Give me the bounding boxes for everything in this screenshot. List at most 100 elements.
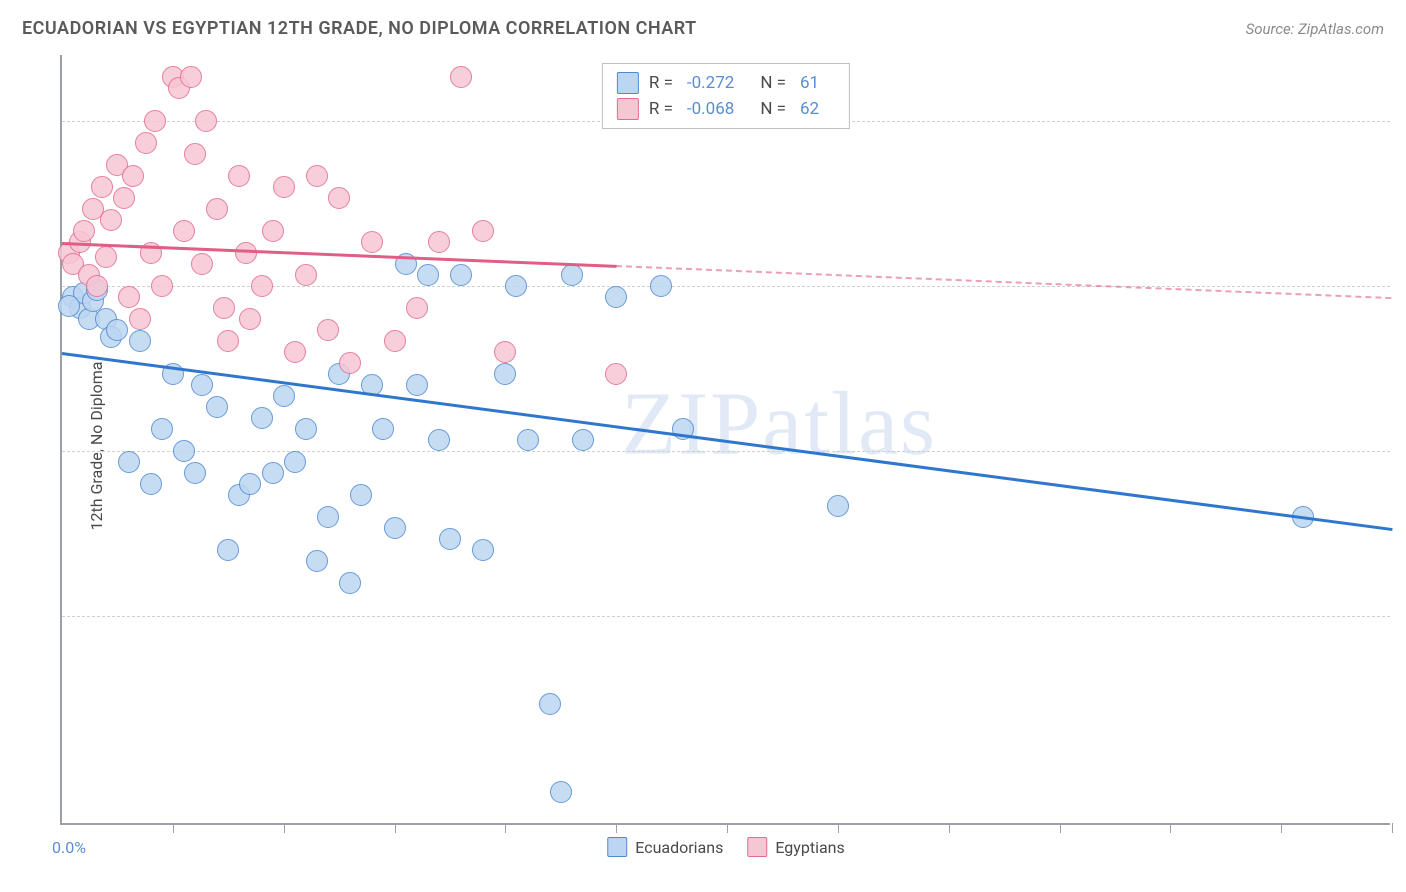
data-point xyxy=(539,693,561,715)
stat-r-label: R = xyxy=(649,96,673,122)
data-point xyxy=(217,330,239,352)
data-point xyxy=(306,550,328,572)
data-point xyxy=(173,220,195,242)
data-point xyxy=(572,429,594,451)
series-legend-item: Ecuadorians xyxy=(607,837,723,857)
data-point xyxy=(235,242,257,264)
chart-title: ECUADORIAN VS EGYPTIAN 12TH GRADE, NO DI… xyxy=(22,18,697,39)
data-point xyxy=(494,363,516,385)
data-point xyxy=(384,517,406,539)
data-point xyxy=(306,165,328,187)
x-min-label: 0.0% xyxy=(52,838,86,857)
stats-legend: R = -0.272 N = 61R = -0.068N = 62 xyxy=(602,63,850,129)
data-point xyxy=(406,297,428,319)
data-point xyxy=(295,264,317,286)
gridline xyxy=(62,616,1390,617)
data-point xyxy=(106,319,128,341)
x-tick xyxy=(838,823,839,833)
data-point xyxy=(827,495,849,517)
data-point xyxy=(350,484,372,506)
data-point xyxy=(505,275,527,297)
legend-swatch xyxy=(607,837,627,857)
data-point xyxy=(140,473,162,495)
series-legend: Ecuadorians Egyptians xyxy=(607,837,845,857)
x-tick xyxy=(505,823,506,833)
data-point xyxy=(151,275,173,297)
x-tick xyxy=(616,823,617,833)
x-tick xyxy=(1060,823,1061,833)
data-point xyxy=(184,143,206,165)
data-point xyxy=(295,418,317,440)
x-tick xyxy=(1392,823,1393,833)
data-point xyxy=(262,220,284,242)
data-point xyxy=(217,539,239,561)
data-point xyxy=(317,506,339,528)
chart-header: ECUADORIAN VS EGYPTIAN 12TH GRADE, NO DI… xyxy=(0,0,1406,49)
x-tick xyxy=(727,823,728,833)
data-point xyxy=(191,253,213,275)
data-point xyxy=(450,264,472,286)
x-tick xyxy=(173,823,174,833)
x-tick xyxy=(1281,823,1282,833)
data-point xyxy=(517,429,539,451)
data-point xyxy=(251,275,273,297)
trendline-dashed xyxy=(616,265,1392,299)
stat-n-value: 62 xyxy=(800,96,819,122)
stat-r-label: R = xyxy=(649,70,673,96)
data-point xyxy=(605,286,627,308)
data-point xyxy=(273,385,295,407)
data-point xyxy=(561,264,583,286)
legend-swatch xyxy=(747,837,767,857)
data-point xyxy=(58,295,80,317)
data-point xyxy=(213,297,235,319)
data-point xyxy=(339,352,361,374)
series-legend-item: Egyptians xyxy=(747,837,844,857)
data-point xyxy=(100,209,122,231)
series-name: Ecuadorians xyxy=(635,838,723,857)
data-point xyxy=(122,165,144,187)
data-point xyxy=(439,528,461,550)
data-point xyxy=(472,539,494,561)
data-point xyxy=(472,220,494,242)
data-point xyxy=(284,451,306,473)
data-point xyxy=(129,330,151,352)
data-point xyxy=(195,110,217,132)
data-point xyxy=(494,341,516,363)
data-point xyxy=(262,462,284,484)
stat-n-value: 61 xyxy=(800,70,819,96)
data-point xyxy=(135,132,157,154)
series-name: Egyptians xyxy=(775,838,844,857)
data-point xyxy=(184,462,206,484)
data-point xyxy=(206,396,228,418)
stat-r-value: -0.068 xyxy=(687,96,734,122)
stats-legend-row: R = -0.272 N = 61 xyxy=(617,70,835,96)
legend-swatch xyxy=(617,98,639,120)
data-point xyxy=(550,781,572,803)
data-point xyxy=(113,187,135,209)
stat-r-value: -0.272 xyxy=(687,70,734,96)
data-point xyxy=(129,308,151,330)
stats-legend-row: R = -0.068N = 62 xyxy=(617,96,835,122)
x-tick xyxy=(1170,823,1171,833)
data-point xyxy=(191,374,213,396)
watermark: ZIPatlas xyxy=(621,372,937,475)
gridline xyxy=(62,451,1390,452)
x-tick xyxy=(284,823,285,833)
data-point xyxy=(118,286,140,308)
data-point xyxy=(273,176,295,198)
stat-n-label: N = xyxy=(760,70,786,96)
data-point xyxy=(450,66,472,88)
data-point xyxy=(95,246,117,268)
data-point xyxy=(650,275,672,297)
data-point xyxy=(144,110,166,132)
chart-plot-area: ZIPatlas 100.0%92.5%85.0%77.5%0.0%60.0%R… xyxy=(60,55,1390,825)
data-point xyxy=(180,66,202,88)
data-point xyxy=(406,374,428,396)
legend-swatch xyxy=(617,72,639,94)
data-point xyxy=(328,187,350,209)
x-tick xyxy=(395,823,396,833)
data-point xyxy=(284,341,306,363)
data-point xyxy=(73,220,95,242)
data-point xyxy=(206,198,228,220)
data-point xyxy=(151,418,173,440)
